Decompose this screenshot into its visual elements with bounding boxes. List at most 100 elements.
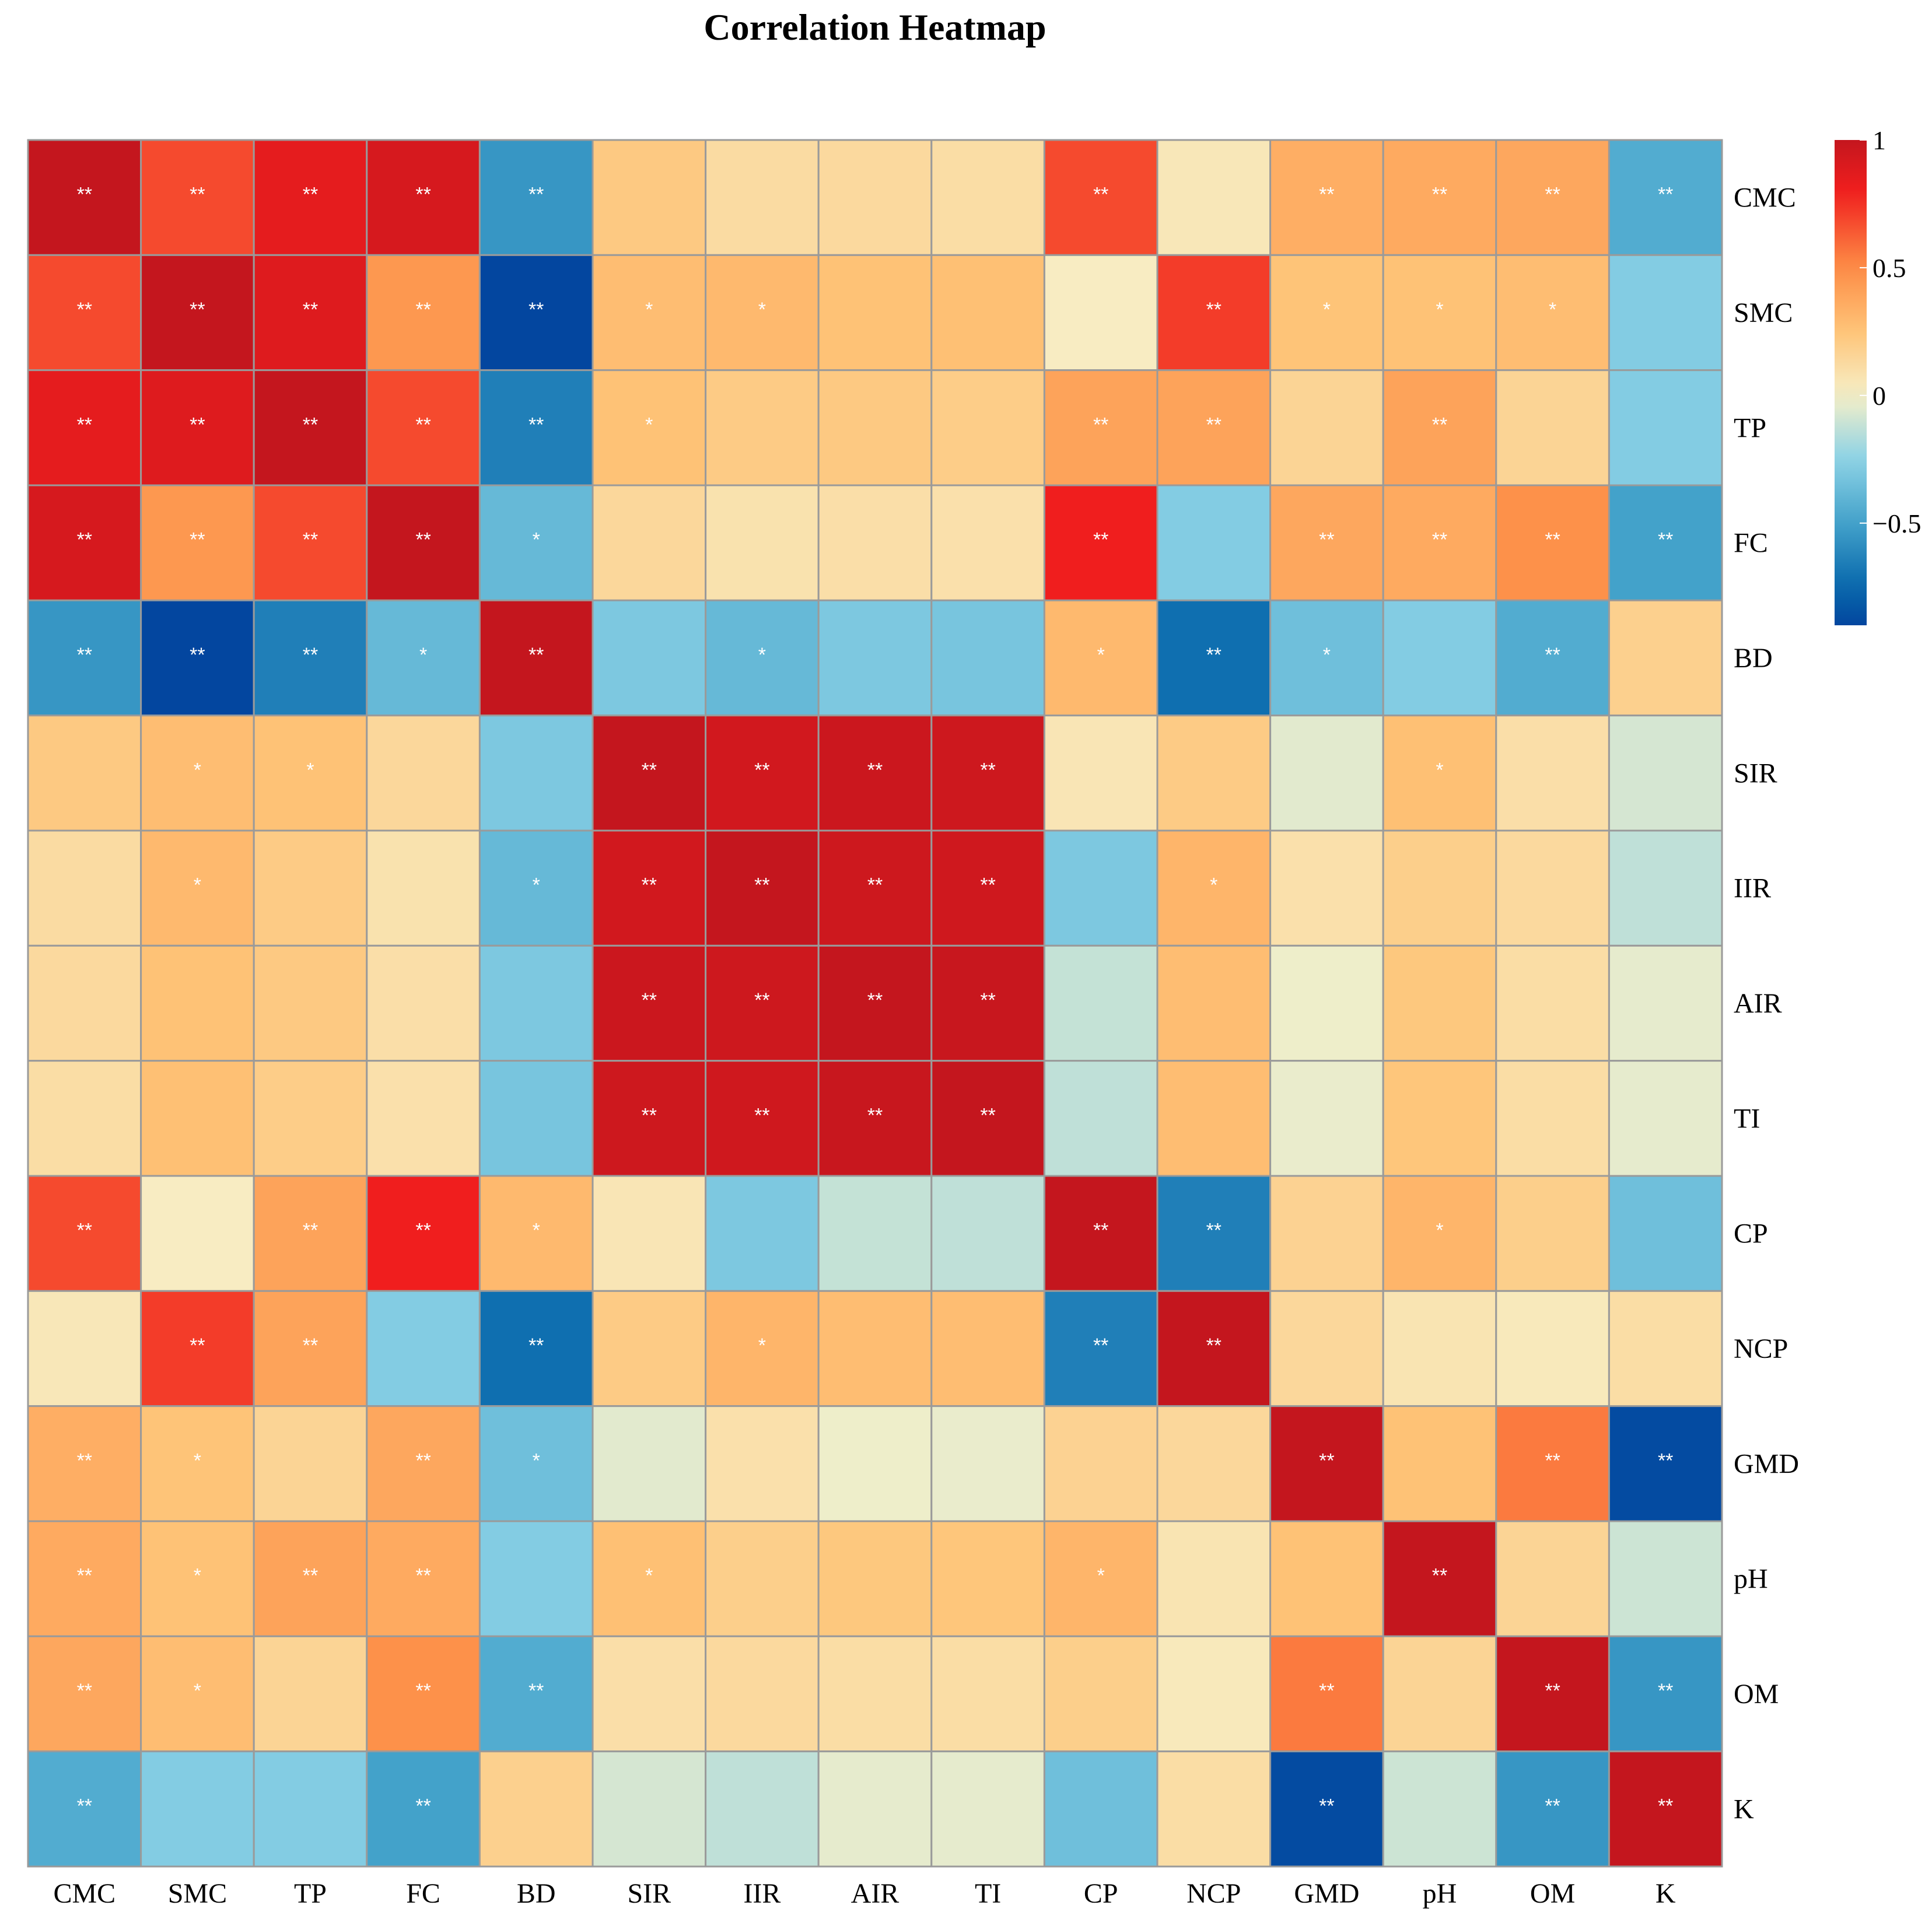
significance-label-IIR-SMC: * [194,874,201,897]
heatmap-cell-pH-TI [930,1520,1045,1637]
heatmap-cell-GMD-pH [1382,1405,1497,1522]
significance-label-TP-FC: ** [415,414,430,436]
heatmap-cell-SIR-pH [1382,715,1497,832]
heatmap-cell-BD-FC [366,599,481,717]
significance-label-FC-FC: ** [415,529,430,551]
heatmap-cell-AIR-CMC [27,944,142,1062]
heatmap-cell-CP-AIR [817,1175,933,1292]
row-label-pH: pH [1734,1564,1768,1595]
row-label-NCP: NCP [1734,1333,1788,1364]
heatmap-cell-K-SIR [592,1750,707,1868]
significance-label-OM-FC: ** [415,1680,430,1702]
heatmap-cell-OM-IIR [705,1635,820,1753]
heatmap-cell-CMC-CMC [27,139,142,256]
heatmap-cell-BD-CMC [27,599,142,717]
colorbar: 1 0.5 0 −0.5 [1835,125,1921,625]
column-label-IIR: IIR [743,1878,780,1909]
significance-label-BD-BD: ** [528,644,544,666]
column-label-K: K [1656,1878,1676,1909]
heatmap-cell-SIR-IIR [705,715,820,832]
heatmap-cell-SMC-GMD [1269,254,1384,372]
significance-label-TI-SIR: ** [642,1104,657,1126]
heatmap-cell-NCP-CP [1043,1290,1158,1407]
significance-label-pH-SMC: * [194,1565,201,1587]
heatmap-cell-IIR-SMC [140,829,255,947]
row-label-SIR: SIR [1734,758,1777,789]
significance-label-CP-FC: ** [415,1220,430,1242]
row-label-IIR: IIR [1734,873,1771,904]
significance-label-CP-TP: ** [303,1220,318,1242]
heatmap-cell-BD-K [1608,599,1723,717]
heatmap-cell-SMC-IIR [705,254,820,372]
heatmap-cell-BD-CP [1043,599,1158,717]
heatmap-cell-SMC-pH [1382,254,1497,372]
heatmap-cell-TP-IIR [705,369,820,486]
heatmap-cell-GMD-CP [1043,1405,1158,1522]
heatmap-cell-FC-SMC [140,484,255,601]
significance-label-SIR-SMC: * [194,759,201,781]
heatmap-cell-IIR-FC [366,829,481,947]
heatmap-cell-TP-pH [1382,369,1497,486]
heatmap-cell-CMC-IIR [705,139,820,256]
column-label-CP: CP [1084,1878,1118,1909]
significance-label-OM-K: ** [1658,1680,1673,1702]
significance-label-SIR-IIR: ** [754,759,769,781]
heatmap-cell-pH-SMC [140,1520,255,1637]
row-label-FC: FC [1734,528,1768,559]
significance-label-IIR-IIR: ** [754,874,769,897]
heatmap-cell-SIR-TI [930,715,1045,832]
heatmap-cell-SIR-CP [1043,715,1158,832]
heatmap-cell-CMC-GMD [1269,139,1384,256]
heatmap-cell-OM-CMC [27,1635,142,1753]
heatmap-cell-TP-TI [930,369,1045,486]
heatmap-cell-SMC-TP [253,254,368,372]
heatmap-cell-K-pH [1382,1750,1497,1868]
column-label-NCP: NCP [1186,1878,1241,1909]
heatmap-cell-K-CP [1043,1750,1158,1868]
significance-label-BD-CP: * [1097,644,1105,666]
heatmap-cell-NCP-FC [366,1290,481,1407]
heatmap-cell-AIR-NCP [1156,944,1272,1062]
heatmap-cell-K-CMC [27,1750,142,1868]
significance-label-BD-FC: * [419,644,427,666]
significance-label-BD-GMD: * [1323,644,1331,666]
heatmap-cell-OM-NCP [1156,1635,1272,1753]
heatmap-cell-CMC-FC [366,139,481,256]
heatmap-cell-OM-K [1608,1635,1723,1753]
significance-label-GMD-BD: * [533,1449,540,1472]
significance-label-K-GMD: ** [1319,1795,1334,1817]
significance-label-FC-OM: ** [1545,529,1560,551]
heatmap-cell-NCP-SIR [592,1290,707,1407]
heatmap-cell-NCP-K [1608,1290,1723,1407]
heatmap-cell-IIR-TP [253,829,368,947]
significance-label-pH-CMC: ** [77,1565,92,1587]
heatmap-cell-SIR-BD [478,715,594,832]
heatmap-cell-IIR-SIR [592,829,707,947]
significance-label-AIR-TI: ** [980,989,995,1011]
significance-label-K-K: ** [1658,1795,1673,1817]
significance-label-CP-CP: ** [1093,1220,1108,1242]
significance-label-SIR-TP: * [306,759,314,781]
column-label-TP: TP [294,1878,327,1909]
column-label-TI: TI [975,1878,1001,1909]
significance-label-SMC-FC: ** [415,299,430,321]
significance-label-OM-GMD: ** [1319,1680,1334,1702]
significance-label-CP-CMC: ** [77,1220,92,1242]
heatmap-cell-pH-OM [1495,1520,1610,1637]
heatmap-cell-FC-NCP [1156,484,1272,601]
significance-label-SMC-SMC: ** [190,299,205,321]
significance-label-CMC-BD: ** [528,184,544,206]
significance-label-SMC-NCP: ** [1206,299,1222,321]
heatmap-cell-FC-AIR [817,484,933,601]
heatmap-cell-BD-GMD [1269,599,1384,717]
heatmap-cell-SMC-SMC [140,254,255,372]
significance-label-CP-pH: * [1436,1220,1443,1242]
heatmap-cell-K-BD [478,1750,594,1868]
heatmap-cell-AIR-BD [478,944,594,1062]
heatmap-cell-SIR-OM [1495,715,1610,832]
heatmap-cell-NCP-pH [1382,1290,1497,1407]
heatmap-cell-TI-IIR [705,1060,820,1177]
significance-label-IIR-BD: * [533,874,540,897]
heatmap-cell-TI-TI [930,1060,1045,1177]
heatmap-cell-pH-K [1608,1520,1723,1637]
